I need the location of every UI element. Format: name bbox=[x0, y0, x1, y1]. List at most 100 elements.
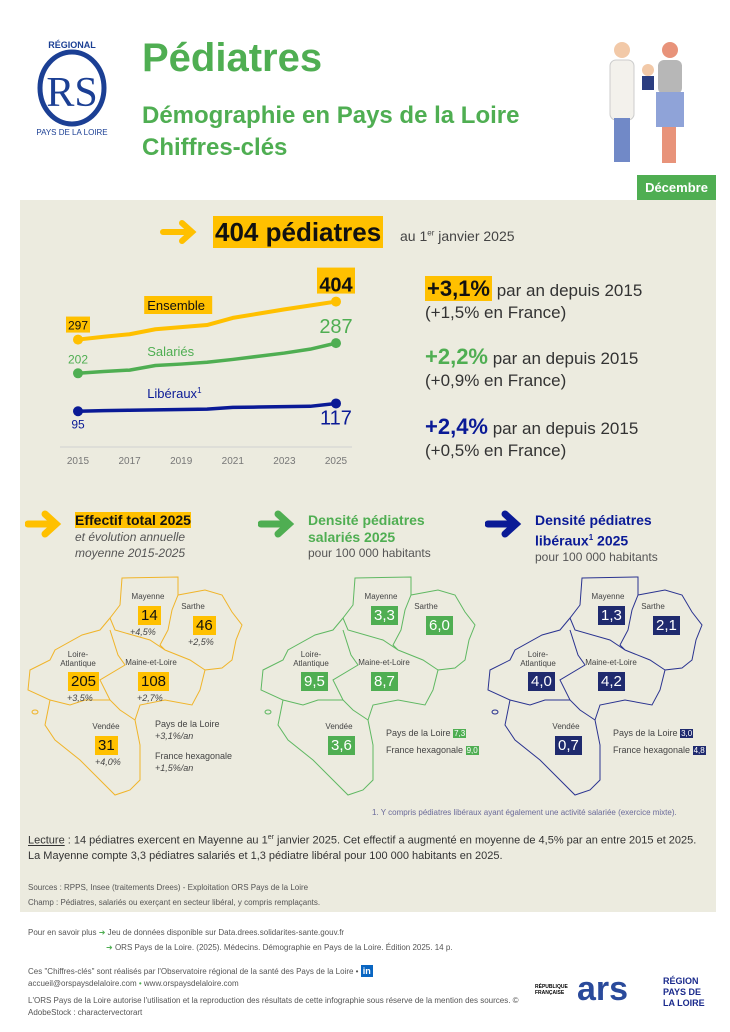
department-name: Vendée bbox=[552, 722, 580, 731]
island bbox=[264, 709, 272, 715]
department-border bbox=[159, 594, 179, 651]
sources: Sources : RPPS, Insee (traitements Drees… bbox=[28, 883, 309, 892]
department-evolution: +2,7% bbox=[137, 693, 163, 703]
department-evolution: +2,5% bbox=[188, 637, 214, 647]
department-value: 8,7 bbox=[371, 672, 398, 691]
department-name: Vendée bbox=[325, 722, 353, 731]
data-point bbox=[73, 368, 83, 379]
department-border bbox=[397, 649, 439, 671]
department-value: 31 bbox=[95, 736, 118, 755]
stat-block: +2,2% par an depuis 2015 (+0,9% en France… bbox=[425, 346, 638, 392]
subtitle-keyfigures: Chiffres-clés bbox=[142, 134, 288, 161]
end-label: 117 bbox=[320, 407, 352, 429]
stat-france: (+0,9% en France) bbox=[425, 371, 567, 390]
headline-date-post: janvier 2025 bbox=[434, 228, 515, 244]
department-value: 46 bbox=[193, 616, 216, 635]
island bbox=[31, 709, 39, 715]
map-title-end: 2025 bbox=[593, 532, 629, 549]
champ: Champ : Pédiatres, salariés ou exerçant … bbox=[28, 898, 321, 907]
department-name: Mayenne bbox=[591, 592, 625, 601]
map-title: Densité pédiatres salariés 2025 bbox=[308, 512, 425, 545]
x-tick-label: 2021 bbox=[222, 456, 245, 467]
region-value: +3,1%/an bbox=[155, 731, 194, 741]
department-name: Loire-Atlantique bbox=[60, 650, 96, 668]
region-outline bbox=[27, 576, 243, 796]
data-point bbox=[331, 338, 341, 349]
line-chart: 2015 2017 2019 2021 2023 2025 297 404 Ensemble 20… bbox=[60, 267, 355, 467]
department-name: Loire-Atlantique bbox=[293, 650, 329, 668]
map-title: Effectif total 2025 bbox=[75, 512, 191, 528]
arrow-icon bbox=[160, 220, 197, 244]
department-name: Maine-et-Loire bbox=[125, 658, 177, 667]
department-name: Vendée bbox=[92, 722, 120, 731]
department-border bbox=[342, 617, 399, 651]
start-label: 95 bbox=[71, 417, 85, 431]
more-line2a: ORS Pays de la Loire. (2025). bbox=[114, 943, 224, 952]
department-name: Mayenne bbox=[364, 592, 398, 601]
map-legend: Pays de la Loire 3,0 France hexagonale 4,… bbox=[613, 725, 706, 759]
x-tick-label: 2019 bbox=[170, 456, 193, 467]
stat-text: par an depuis 2015 bbox=[488, 419, 639, 438]
department-evolution: +4,0% bbox=[95, 757, 121, 767]
arrow-icon bbox=[258, 510, 295, 538]
map-outline bbox=[27, 576, 243, 796]
department-value: 1,3 bbox=[598, 606, 625, 625]
headline-date-pre: au 1 bbox=[400, 228, 428, 244]
region-label: Pays de la Loire bbox=[386, 728, 451, 738]
start-label-bg bbox=[66, 316, 90, 333]
x-tick-label: 2017 bbox=[118, 456, 141, 467]
series-name: Ensemble bbox=[147, 298, 205, 313]
end-label: 287 bbox=[319, 316, 352, 338]
france-value: 4,8 bbox=[692, 746, 706, 755]
region-value: 3,0 bbox=[680, 729, 694, 738]
map-outline bbox=[260, 576, 476, 796]
stat-value: +3,1% bbox=[425, 276, 492, 301]
end-label: 404 bbox=[319, 275, 353, 297]
department-name: Mayenne bbox=[131, 592, 165, 601]
department-value: 3,3 bbox=[371, 606, 398, 625]
license: L'ORS Pays de la Loire autorise l'utilis… bbox=[28, 996, 519, 1017]
headline-date: au 1er janvier 2025 bbox=[400, 228, 515, 244]
map-subtitle: pour 100 000 habitants bbox=[308, 546, 431, 560]
medecins-link[interactable]: Médecins bbox=[223, 943, 259, 952]
department-name: Loire-Atlantique bbox=[520, 650, 556, 668]
map-legend: Pays de la Loire +3,1%/an France hexagonal… bbox=[155, 718, 232, 774]
france-label: France hexagonale bbox=[386, 745, 464, 755]
data-point bbox=[331, 398, 341, 409]
france-value: 9,0 bbox=[465, 746, 479, 755]
credit-text: Ces "Chiffres-clés" sont réalisés par l'… bbox=[28, 967, 359, 976]
republique-logo: RÉPUBLIQUE FRANÇAISE bbox=[535, 984, 568, 996]
department-evolution: +4,5% bbox=[130, 627, 156, 637]
department-border bbox=[164, 649, 206, 671]
data-point bbox=[73, 406, 83, 417]
stat-text: par an depuis 2015 bbox=[492, 281, 643, 300]
department-value: 2,1 bbox=[653, 616, 680, 635]
stat-text: par an depuis 2015 bbox=[488, 349, 639, 368]
stat-france: (+1,5% en France) bbox=[425, 303, 567, 322]
lecture-text-1: : 14 pédiatres exercent en Mayenne au 1 bbox=[64, 834, 268, 847]
drees-link[interactable]: Data.drees.solidarites-sante.gouv.fr bbox=[218, 928, 345, 937]
doctor-mother-illustration bbox=[600, 30, 690, 166]
map-title: Densité pédiatres libéraux bbox=[535, 512, 652, 549]
department-name: Sarthe bbox=[641, 602, 665, 611]
france-label: France hexagonale bbox=[155, 751, 233, 761]
department-map: Mayenne 14 +4,5% Sarthe 46 +2,5% Loire-Atlanti… bbox=[25, 570, 255, 810]
footnote: 1. Y compris pédiatres libéraux ayant ég… bbox=[372, 808, 677, 817]
department-value: 0,7 bbox=[555, 736, 582, 755]
content-panel bbox=[20, 200, 716, 912]
more-info: Pour en savoir plus ➜ Jeu de données dis… bbox=[28, 925, 453, 955]
region-outline bbox=[260, 576, 476, 796]
island bbox=[491, 709, 499, 715]
ors-logo-icon: RÉGIONAL PAYS DE LA LOIRE RS bbox=[36, 40, 107, 137]
department-border bbox=[332, 629, 369, 721]
region-value: 7,3 bbox=[453, 729, 467, 738]
department-value: 205 bbox=[68, 672, 100, 691]
lecture-sup: er bbox=[267, 834, 274, 841]
x-tick-label: 2023 bbox=[273, 456, 296, 467]
department-value: 3,6 bbox=[328, 736, 355, 755]
site-link[interactable]: www.orspaysdelaloire.com bbox=[143, 979, 239, 988]
stat-value: +2,2% bbox=[425, 344, 488, 369]
france-label: France hexagonale bbox=[613, 745, 691, 755]
date-badge: Décembre 2025 bbox=[637, 175, 716, 220]
linkedin-icon[interactable]: in bbox=[360, 965, 373, 977]
